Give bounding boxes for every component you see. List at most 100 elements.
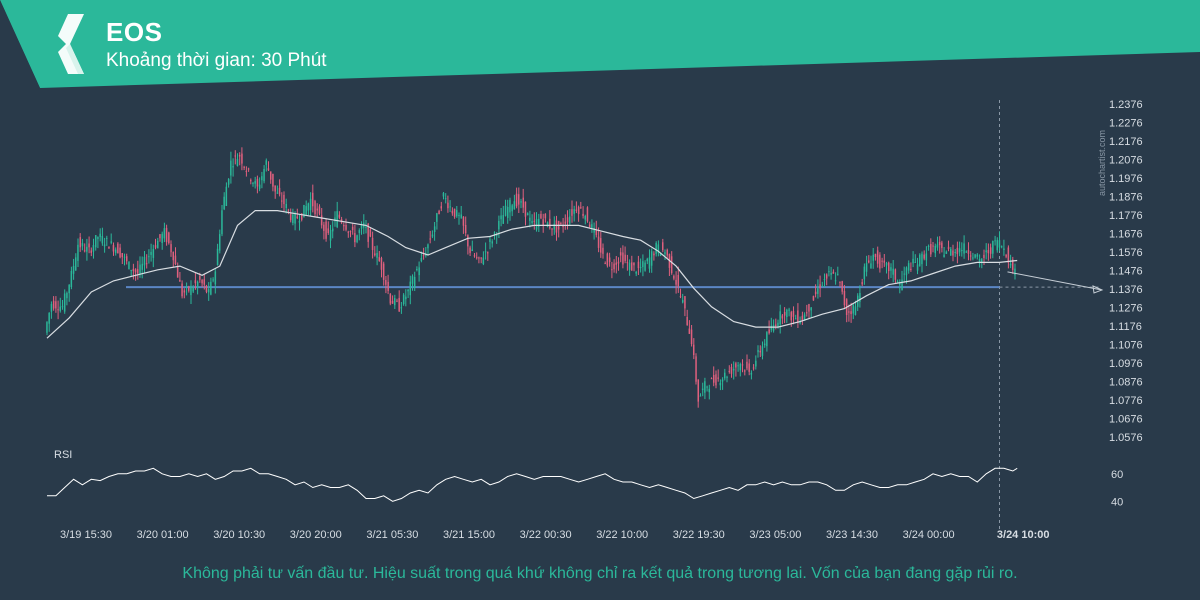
candle-body	[992, 241, 994, 254]
candle-body	[936, 244, 939, 248]
candle-body	[190, 285, 192, 296]
candle-body	[934, 245, 936, 254]
candle-body	[106, 237, 108, 239]
candle-body	[859, 293, 861, 302]
candle-body	[478, 257, 480, 259]
candle-body	[781, 315, 784, 319]
candle-body	[145, 263, 148, 265]
rsi-line	[47, 467, 1018, 502]
price-chart: 1.2376 1.2276 1.2176 1.2076 1.1976 1.1876 1.17…	[46, 99, 1143, 541]
candle-body	[462, 216, 465, 226]
candle-body	[549, 218, 551, 229]
rsi-tick-label: 40	[1111, 496, 1123, 508]
candle-body	[70, 271, 73, 287]
candle-body	[378, 257, 380, 261]
candle-body	[345, 225, 347, 230]
candle-body	[639, 267, 642, 269]
header-banner	[0, 0, 1200, 88]
candle-body	[996, 240, 998, 251]
candle-body	[188, 286, 190, 291]
candle-body	[81, 243, 84, 247]
candle-body	[910, 268, 912, 270]
candle-body	[509, 199, 511, 213]
candle-body	[221, 210, 223, 235]
forecast-arrow-head	[1092, 285, 1104, 294]
price-tick-label: 1.0976	[1109, 358, 1143, 370]
candle-body	[834, 280, 837, 282]
candle-body	[356, 235, 358, 243]
candle-body	[252, 182, 254, 184]
candle-body	[307, 203, 310, 211]
price-tick-label: 1.2176	[1109, 136, 1143, 148]
candle-body	[637, 261, 640, 269]
candle-body	[460, 214, 462, 218]
candle-body	[631, 262, 633, 271]
candle-body	[919, 254, 921, 266]
candle-body	[837, 273, 839, 275]
candle-body	[309, 198, 312, 211]
candle-body	[400, 307, 403, 309]
candle-body	[761, 346, 764, 356]
candle-body	[471, 249, 473, 251]
candle-body	[440, 206, 442, 209]
disclaimer-text: Không phải tư vấn đầu tư. Hiệu suất tron…	[182, 565, 1018, 582]
candle-body	[68, 284, 70, 294]
candle-body	[165, 227, 168, 242]
candle-body	[963, 243, 965, 254]
candle-body	[591, 224, 593, 229]
candle-body	[119, 247, 121, 258]
candle-body	[611, 269, 613, 271]
candle-body	[644, 262, 646, 271]
candle-body	[582, 213, 584, 216]
price-tick-label: 1.1076	[1109, 340, 1143, 352]
candle-body	[961, 250, 963, 251]
candle-body	[655, 242, 657, 254]
candle-body	[347, 231, 349, 233]
candle-body	[608, 257, 611, 262]
time-tick-label: 3/20 20:00	[290, 529, 342, 541]
candle-body	[597, 236, 600, 248]
candle-body	[72, 265, 75, 274]
candle-body	[453, 208, 456, 217]
candle-body	[817, 288, 819, 294]
candle-body	[489, 239, 491, 242]
candle-body	[724, 372, 726, 379]
candle-body	[270, 171, 272, 180]
candle-body	[179, 279, 181, 282]
candle-body	[214, 271, 217, 285]
candle-body	[157, 240, 159, 249]
candle-body	[376, 253, 378, 258]
candle-body	[48, 312, 50, 324]
forecast-arrow-line	[1007, 271, 1103, 291]
candle-body	[695, 356, 697, 382]
candle-body	[447, 202, 449, 209]
candle-body	[575, 209, 578, 211]
candle-body	[261, 176, 263, 181]
price-tick-label: 1.1876	[1109, 192, 1143, 204]
candle-body	[863, 266, 866, 280]
candle-body	[588, 224, 591, 227]
candle-body	[602, 247, 604, 254]
candle-body	[511, 205, 513, 212]
candle-body	[265, 160, 267, 165]
candle-body	[814, 291, 817, 295]
candle-body	[500, 215, 502, 220]
candle-body	[389, 294, 392, 304]
candle-body	[152, 249, 155, 258]
candle-body	[57, 309, 59, 311]
candle-body	[303, 205, 305, 218]
price-axis: 1.2376 1.2276 1.2176 1.2076 1.1976 1.1876 1.17…	[1109, 99, 1143, 444]
candle-body	[832, 271, 835, 274]
candle-body	[943, 254, 945, 258]
candle-body	[615, 262, 617, 265]
candle-body	[586, 207, 589, 222]
candle-body	[757, 350, 759, 353]
candle-body	[283, 194, 285, 205]
time-tick-label: 3/20 01:00	[137, 529, 189, 541]
candle-body	[746, 361, 748, 369]
candle-body	[296, 216, 298, 219]
candle-body	[449, 206, 451, 208]
candle-body	[888, 262, 890, 272]
candle-body	[1009, 264, 1012, 266]
candle-body	[801, 315, 804, 321]
